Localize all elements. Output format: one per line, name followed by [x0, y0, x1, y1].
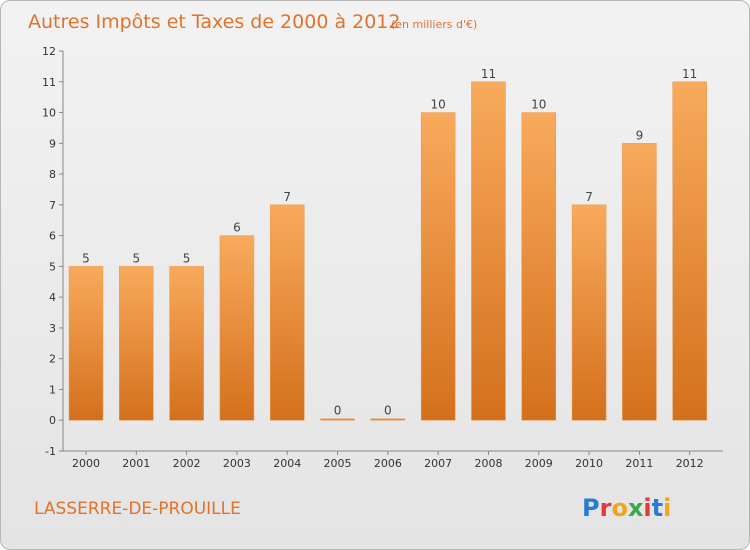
bar-2004	[269, 204, 305, 421]
y-tick-label: 8	[49, 168, 56, 181]
value-label-2002: 5	[183, 251, 191, 265]
y-tick-label: 6	[49, 230, 56, 243]
bar-2008	[471, 81, 506, 421]
proxiti-logo: Proxiti	[582, 494, 671, 522]
value-label-2008: 11	[481, 67, 496, 81]
x-axis: 2000 2001 2002 2003 2004 2005 2006 2007 2008 2009…	[63, 450, 723, 470]
x-tick-label-2012: 2012	[676, 457, 704, 470]
x-tick-label-2009: 2009	[525, 457, 553, 470]
y-tick-label: 5	[49, 260, 56, 273]
y-tick-label: 7	[49, 199, 56, 212]
x-tick-label-2005: 2005	[324, 457, 352, 470]
bar-2002	[169, 266, 204, 421]
value-label-2010: 7	[585, 190, 593, 204]
y-tick-label: 0	[49, 414, 56, 427]
value-label-2004: 7	[283, 190, 291, 204]
value-label-2001: 5	[132, 251, 140, 265]
x-tick-label-2001: 2001	[122, 457, 150, 470]
y-tick-label: 1	[49, 383, 56, 396]
bar-2009	[521, 112, 557, 421]
chart-subtitle: (en milliers d'€)	[391, 18, 477, 31]
x-tick-label-2007: 2007	[424, 457, 452, 470]
chart-title: Autres Impôts et Taxes de 2000 à 2012	[28, 11, 401, 33]
y-tick-label: 11	[42, 76, 56, 89]
value-label-2012: 11	[682, 67, 697, 81]
x-tick-label-2010: 2010	[575, 457, 603, 470]
x-tick-label-2004: 2004	[273, 457, 301, 470]
value-label-2000: 5	[82, 251, 90, 265]
y-tick-label: -1	[45, 445, 56, 458]
x-tick-label-2006: 2006	[374, 457, 402, 470]
x-tick-label-2008: 2008	[474, 457, 502, 470]
x-tick-label-2011: 2011	[625, 457, 653, 470]
bar-2005	[320, 418, 355, 421]
bar-2010	[571, 204, 607, 421]
value-label-2011: 9	[636, 128, 644, 142]
bar-2007	[420, 112, 456, 421]
y-tick-label: 9	[49, 137, 56, 150]
bar-2003	[219, 235, 255, 421]
value-label-2003: 6	[233, 221, 241, 235]
bars-group: 5 5 5 6 7 0 0 10 11 10 7 9 11	[68, 67, 707, 421]
bar-2011	[622, 143, 657, 421]
value-label-2006: 0	[384, 404, 392, 418]
bar-2000	[68, 266, 104, 421]
x-tick-label-2002: 2002	[173, 457, 201, 470]
value-label-2005: 0	[334, 404, 342, 418]
y-tick-label: 10	[42, 107, 56, 120]
x-tick-label-2000: 2000	[72, 457, 100, 470]
y-tick-label: 3	[49, 322, 56, 335]
place-name: LASSERRE-DE-PROUILLE	[34, 499, 241, 519]
value-label-2007: 10	[431, 98, 446, 112]
y-tick-label: 2	[49, 353, 56, 366]
y-tick-label: 12	[42, 45, 56, 58]
bar-2001	[119, 266, 154, 421]
bar-2006	[370, 418, 406, 421]
y-tick-label: 4	[49, 291, 56, 304]
bar-2012	[672, 81, 707, 421]
value-label-2009: 10	[531, 98, 546, 112]
x-tick-label-2003: 2003	[223, 457, 251, 470]
